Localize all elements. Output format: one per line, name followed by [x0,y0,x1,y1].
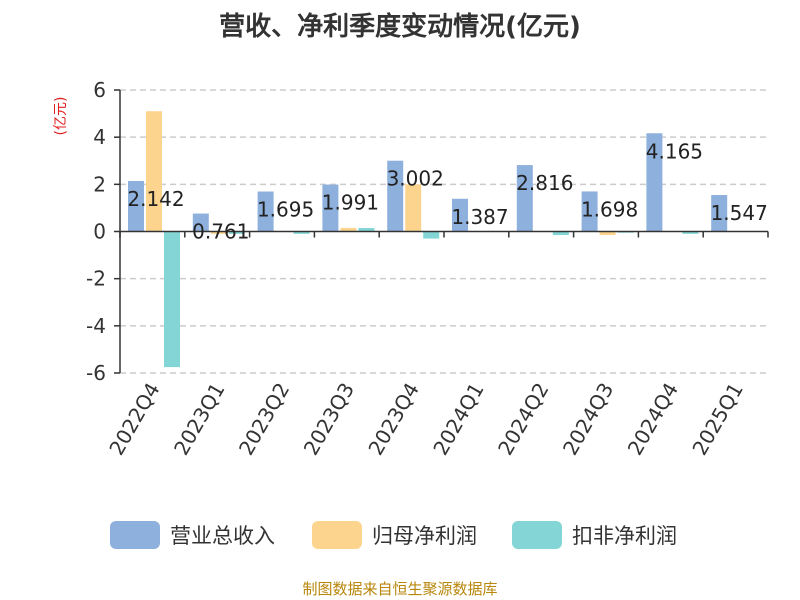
bar [146,111,162,232]
bar [340,227,357,232]
bar [322,184,339,232]
legend-swatch [512,521,562,549]
x-tick-label: 2024Q3 [558,379,618,460]
data-label: 1.991 [322,191,379,215]
y-tick-label: -2 [86,267,106,291]
bar [711,195,728,232]
y-tick-label: 0 [93,220,106,244]
data-labels: 2.142 0.761 1.695 1.991 3.002 1.387 2.816 1.698… [127,139,767,243]
bar [257,191,274,232]
bar [405,184,422,232]
x-tick-label: 2022Q4 [104,379,164,460]
y-tick-label: 4 [93,125,106,149]
y-axis-title: (亿元) [53,97,69,136]
data-label: 2.816 [516,171,573,195]
x-tick-label: 2023Q3 [299,379,359,460]
bar [387,160,404,232]
legend-label: 归母净利润 [372,524,477,548]
bar [423,231,440,239]
bar [228,231,245,234]
bar [192,213,209,232]
y-tick-label: -6 [86,361,106,385]
data-label: 1.547 [711,201,768,225]
bar [646,133,663,232]
data-label: 2.142 [127,187,184,211]
x-tick-label: 2025Q1 [687,379,747,460]
data-label: 1.698 [581,197,638,221]
bar [599,231,616,236]
y-tick-label: 2 [93,172,106,196]
bar [164,231,180,368]
bar [516,165,533,232]
x-tick-label: 2023Q4 [363,379,423,460]
y-tick-label: 6 [93,78,106,102]
x-tick-label: 2024Q4 [623,379,683,460]
bar [682,231,699,234]
bar [210,231,227,234]
x-tick-label: 2023Q1 [169,379,229,460]
bar [128,180,144,232]
data-label: 1.695 [257,198,314,222]
legend-swatch [312,521,362,549]
bars [128,111,728,368]
data-label: 0.761 [192,220,249,244]
data-label: 4.165 [646,139,703,163]
bar [552,231,569,236]
data-label: 3.002 [387,167,444,191]
x-tick-label: 2024Q1 [428,379,488,460]
legend-label: 营业总收入 [170,524,275,548]
x-tick-label: 2024Q2 [493,379,553,460]
bar [452,198,468,232]
source-note: 制图数据来自恒生聚源数据库 [302,580,498,598]
bar [293,231,310,234]
x-tick-label: 2023Q2 [234,379,294,460]
bar [581,191,598,232]
chart-title: 营收、净利季度变动情况(亿元) [219,12,581,42]
legend-label: 扣非净利润 [572,524,677,548]
data-label: 1.387 [451,205,508,229]
y-tick-label: -4 [86,314,106,338]
legend: 营业总收入 归母净利润 扣非净利润 [110,521,677,549]
legend-swatch [110,521,160,549]
bar [358,227,375,232]
